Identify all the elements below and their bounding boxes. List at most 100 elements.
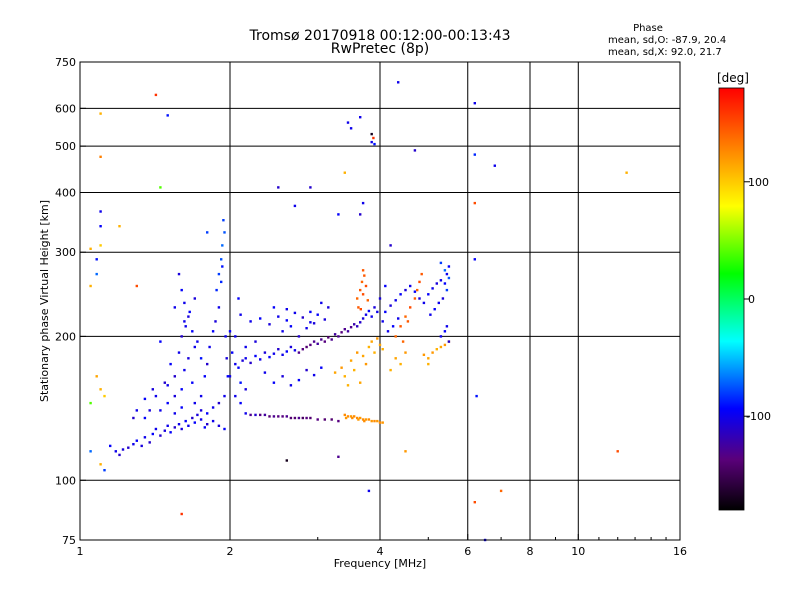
data-point	[121, 448, 125, 451]
data-point	[132, 443, 135, 446]
data-point	[404, 450, 407, 453]
data-point	[169, 431, 172, 434]
data-point	[399, 293, 402, 296]
data-point	[173, 306, 176, 309]
data-point	[346, 384, 350, 387]
data-point	[114, 450, 117, 453]
data-point	[183, 368, 186, 372]
data-point	[384, 284, 387, 288]
data-point	[376, 337, 379, 340]
data-point	[289, 325, 293, 328]
data-point	[272, 352, 276, 355]
data-point	[135, 409, 138, 412]
data-point	[159, 434, 162, 437]
data-point	[427, 357, 430, 360]
x-tick-label: 2	[227, 545, 234, 558]
data-point	[211, 330, 215, 333]
data-point	[337, 213, 340, 216]
data-point	[431, 351, 434, 354]
data-point	[285, 415, 288, 418]
phase-heading: Phase	[633, 23, 663, 34]
data-point	[285, 319, 288, 322]
data-point	[445, 288, 449, 292]
data-point	[249, 361, 252, 365]
data-point	[237, 297, 240, 300]
data-point	[378, 297, 382, 300]
data-point	[217, 272, 221, 276]
data-point	[206, 412, 209, 415]
data-point	[89, 247, 92, 250]
data-point	[148, 441, 151, 444]
data-point	[351, 416, 354, 420]
data-point	[95, 258, 98, 261]
data-point	[337, 419, 340, 423]
data-point	[361, 317, 365, 320]
data-point	[206, 362, 209, 366]
data-point	[281, 415, 284, 418]
data-point	[361, 418, 365, 421]
data-point	[191, 330, 194, 333]
data-point	[373, 351, 376, 354]
data-point	[389, 368, 392, 372]
colorbar-tick-label: -100	[746, 410, 771, 423]
data-point	[217, 306, 221, 309]
y-tick-label: 200	[55, 330, 76, 343]
data-point	[406, 320, 410, 323]
data-point	[378, 343, 382, 347]
data-point	[140, 444, 143, 448]
data-point	[381, 320, 384, 323]
data-point	[359, 381, 362, 384]
data-point	[443, 282, 447, 285]
data-point	[399, 325, 402, 328]
data-point	[206, 423, 209, 426]
data-point	[309, 416, 312, 420]
data-point	[353, 415, 356, 418]
data-point	[234, 335, 237, 338]
x-tick-label: 10	[571, 545, 585, 558]
data-point	[370, 140, 373, 144]
data-point	[316, 418, 319, 421]
data-point	[193, 297, 196, 300]
data-point	[370, 315, 373, 318]
data-point	[625, 171, 628, 174]
data-point	[370, 419, 373, 423]
data-point	[333, 333, 337, 336]
data-point	[214, 320, 217, 323]
data-point	[254, 354, 257, 358]
data-point	[418, 280, 421, 284]
data-point	[199, 418, 203, 421]
x-tick-label: 16	[673, 545, 687, 558]
x-axis-label: Frequency [MHz]	[334, 557, 426, 570]
data-point	[223, 427, 226, 431]
data-point	[191, 381, 194, 384]
data-point	[409, 306, 412, 309]
y-tick-label: 100	[55, 474, 76, 487]
data-point	[439, 345, 443, 349]
data-point	[183, 301, 186, 305]
data-point	[173, 394, 176, 398]
data-point	[151, 432, 154, 436]
data-point	[159, 340, 162, 343]
data-point	[95, 375, 98, 378]
data-point	[343, 171, 346, 174]
data-point	[154, 427, 158, 431]
data-point	[217, 401, 221, 405]
data-point	[109, 444, 112, 448]
data-point	[118, 453, 121, 457]
data-point	[616, 450, 619, 453]
data-point	[473, 501, 476, 504]
data-point	[394, 299, 397, 302]
data-point	[404, 315, 407, 318]
data-point	[254, 413, 257, 417]
data-point	[223, 231, 226, 234]
data-point	[103, 394, 106, 398]
data-point	[330, 338, 333, 341]
data-point	[389, 244, 392, 247]
data-point	[386, 330, 390, 333]
data-point	[196, 340, 199, 343]
data-point	[191, 416, 194, 420]
data-point	[372, 136, 375, 140]
data-point	[401, 340, 405, 343]
data-point	[356, 416, 359, 420]
y-tick-label: 300	[55, 246, 76, 259]
